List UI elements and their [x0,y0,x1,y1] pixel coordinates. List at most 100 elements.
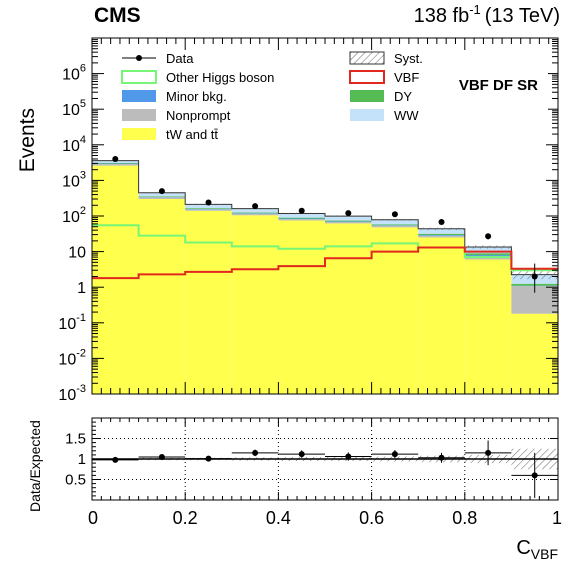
stack-bar-nonprompt [371,225,419,228]
stack-bar-minor-bkg [278,218,325,220]
syst-band-bin [371,218,419,221]
y-tick-label: 10-3 [58,383,86,404]
ratio-point [438,454,445,461]
syst-band-bin [418,227,465,231]
ratio-y-tick-label: 1.5 [65,431,86,448]
data-point [252,203,259,210]
stack-bar-tw-and-tt [185,210,232,394]
stack-bar-dy [418,233,465,236]
stack-bar-tw-and-tt [511,313,558,394]
overlay-line-vbf [92,246,558,280]
stack-bar-dy [92,162,139,164]
x-tick-label: 1 [552,508,562,528]
stack-bar-tw-and-tt [278,220,325,394]
legend-dy-label: DY [394,89,412,104]
ratio-y-axis-title: Data/Expected [27,420,43,512]
data-point [205,199,212,206]
x-tick-label: 0 [88,508,98,528]
legend-nonprompt-swatch [122,109,156,121]
y-tick-label: 102 [62,205,86,226]
legend-tw-and-tt-label: tW and tt̄ [166,127,218,142]
stack-bar-nonprompt [185,209,232,211]
y-tick-label: 106 [62,63,86,84]
data-point [391,211,398,218]
y-tick-label: 1 [77,280,86,297]
stack-bar-nonprompt [325,221,372,224]
ratio-point [345,453,352,460]
x-tick-label: 0.6 [359,508,384,528]
main-plot-marks [92,155,558,394]
stack-bar-ww [231,208,279,213]
y-tick-label: 10-1 [58,312,86,333]
legend-tw-and-tt-swatch [122,128,156,140]
luminosity-label: 138 fb-1 (13 TeV) [414,2,560,27]
stack-bar-dy [231,212,279,214]
legend-vbf-swatch [349,70,385,84]
stack-bar-ww [325,216,372,221]
stack-bar-ww [138,192,186,197]
y-tick-label: 105 [62,98,86,119]
stack-bar-nonprompt [231,213,279,216]
stack-bar-dy [278,217,325,219]
legend-ww-swatch [350,109,384,121]
stack-bar-tw-and-tt [371,227,419,394]
legend-other-higgs-boson-label: Other Higgs boson [166,70,274,85]
stack-bar-ww [418,228,465,234]
stack-bar-ww [464,246,512,254]
stack-total-outline [92,160,558,276]
x-tick-label: 0.8 [452,508,477,528]
legend-other-higgs-boson-swatch [121,70,157,84]
y-axis-title: Events [16,108,39,172]
data-point [298,207,305,214]
stack-bar-tw-and-tt [464,259,512,394]
legend-dy-swatch [350,90,384,102]
stack-bar-tw-and-tt [325,223,372,394]
ratio-point [531,472,538,479]
data-point [112,155,119,162]
y-tick-label: 103 [62,169,86,190]
stack-bar-dy [185,208,232,209]
stack-bar-ww [371,219,419,225]
stack-bar-nonprompt [138,197,186,200]
legend-data-label: Data [166,51,194,66]
x-tick-label: 0.4 [266,508,291,528]
stack-bar-tw-and-tt [418,237,465,394]
ratio-plot-axes: 0 0.2 0.4 0.6 0.8 1 0.5 1 1.5 [65,418,562,528]
stack-bar-ww [278,213,325,218]
stack-bar-minor-bkg [231,213,279,214]
legend-minor-bkg-label: Minor bkg. [166,89,227,104]
stack-bar-dy [138,196,186,197]
stack-bar-minor-bkg [418,235,465,236]
data-point [345,210,352,217]
y-tick-label: 104 [62,134,86,155]
y-tick-label: 10 [68,245,86,262]
main-plot-axes: 10-3 10-2 10-1 1 10 102 103 104 105 106 [58,37,559,404]
region-label: VBF DF SR [459,77,538,94]
x-axis-title: CVBF [516,537,558,562]
ratio-point [298,451,305,458]
stack-bar-minor-bkg [371,225,419,226]
overlay-line-other-higgs-boson [92,224,558,272]
ratio-point [391,451,398,458]
ratio-point [485,449,492,456]
legend-nonprompt-label: Nonprompt [166,108,231,123]
legend-background [108,50,548,142]
stack-bar-tw-and-tt [231,215,279,394]
stack-bar-nonprompt [418,235,465,238]
stack-bar-nonprompt [278,219,325,221]
stack-bar-ww [185,204,232,209]
stack-bar-minor-bkg [464,255,512,257]
experiment-label: CMS [94,4,141,27]
ratio-point [158,453,165,460]
stack-bar-dy [464,253,512,256]
data-point [485,233,492,240]
ratio-point [252,449,259,456]
stack-bar-tw-and-tt [92,165,139,394]
legend-ww-label: WW [394,108,419,123]
stack-bar-minor-bkg [325,221,372,222]
stack-bar-tw-and-tt [138,199,186,394]
data-point [438,218,445,225]
legend-vbf-label: VBF [394,70,419,85]
legend-minor-bkg-swatch [122,90,156,102]
